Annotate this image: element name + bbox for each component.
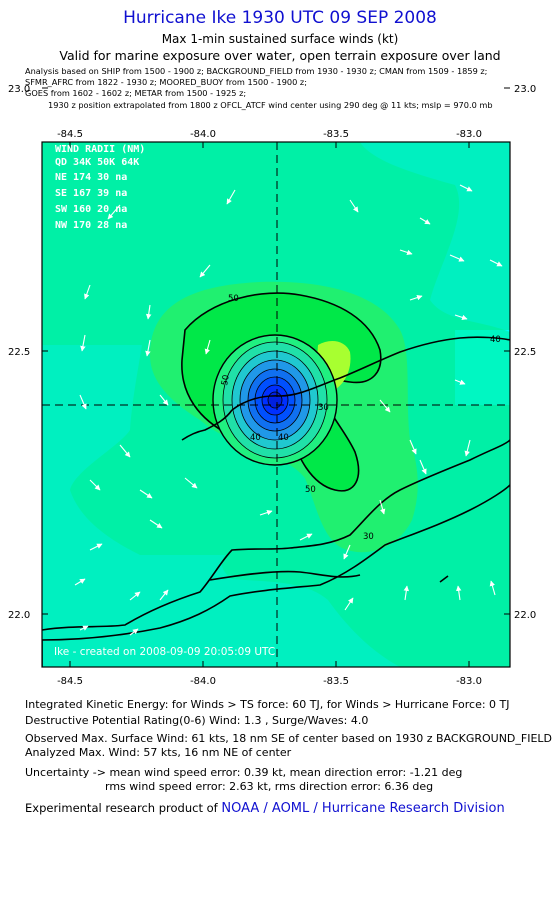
lat-tick-label: 22.5 [514,347,536,358]
wind-vector [344,597,354,611]
lon-tick-label: -84.0 [190,676,216,687]
lon-tick-label: -83.0 [456,676,482,687]
wind-vector [149,519,163,529]
wind-vector [379,399,391,413]
wind-vector [259,509,273,516]
map-title: Hurricane Ike 1930 UTC 09 SEP 2008 [123,8,437,28]
analyzed-max-line: Analyzed Max. Wind: 57 kts, 16 nm NE of … [25,746,292,759]
coastline [42,336,510,667]
wind-vector [454,314,468,321]
lon-tick-label: -83.5 [323,676,349,687]
wind-radii-columns: QD 34K 50K 64K [55,157,139,168]
wind-vector [399,249,413,256]
lon-tick-label: -84.5 [57,676,83,687]
wind-vector [89,543,103,551]
ike-line: Integrated Kinetic Energy: for Winds > T… [25,698,510,711]
wind-radii-row: SE 167 39 na [55,188,127,199]
wind-vector [343,544,351,560]
wind-vector [299,533,313,541]
lat-tick-label: 22.0 [514,610,536,621]
contour-label: 40 [278,433,289,443]
exposure-note: Valid for marine exposure over water, op… [59,48,501,63]
wind-vector [119,444,131,458]
analysis-line-3: GOES from 1602 - 1602 z; METAR from 1500… [25,88,247,98]
wind-vector [379,499,386,515]
wind-vector [226,189,236,205]
wind-vector [129,591,141,601]
product-line: Experimental research product of NOAA / … [25,801,505,816]
wind-vector [89,479,101,491]
wind-vector [349,199,359,213]
wind-vector [129,628,139,636]
lat-tick-label: 22.5 [8,347,30,358]
contour-label: 50 [220,374,232,386]
center-crosshair [42,142,510,667]
wind-vector [184,477,198,489]
observed-max-line: Observed Max. Surface Wind: 61 kts, 18 n… [25,732,553,745]
uncertainty-line-2: rms wind speed error: 2.63 kt, rms direc… [105,780,434,793]
wind-radii-row: SW 160 20 na [55,204,127,215]
wind-vector [489,259,503,267]
analysis-line-4: 1930 z position extrapolated from 1800 z… [48,100,493,110]
wind-vector [159,589,169,601]
wind-vector [145,304,152,320]
uncertainty-line-1: Uncertainty -> mean wind speed error: 0.… [25,766,463,779]
contour-label: 50 [228,294,239,304]
wind-vector [84,284,91,300]
wind-vector [409,294,423,301]
wind-vector [79,394,87,410]
lon-tick-label: -83.5 [323,129,349,140]
wind-vector [409,439,417,455]
wind-vector [199,264,211,278]
core-contours [212,334,338,466]
wind-vector [79,625,89,631]
wind-map: -84.5 -84.5 -84.0 -84.0 -83.5 -83.5 -83.0 -83.0… [8,84,536,687]
lat-tick-label: 23.0 [8,84,30,95]
lon-tick-label: -84.0 [190,129,216,140]
wind-vector [145,339,151,357]
lat-tick-label: 23.0 [514,84,536,95]
hrd-link[interactable]: NOAA / AOML / Hurricane Research Divisio… [221,801,505,816]
wind-vector [454,379,466,385]
wind-vector [464,439,471,457]
lat-tick-label: 22.0 [8,610,30,621]
contour-label: 40 [490,335,501,345]
wind-vector [107,204,121,220]
axis-ticks: -84.5 -84.5 -84.0 -84.0 -83.5 -83.5 -83.0 -83.0… [8,84,536,687]
wind-vector [80,334,86,352]
wind-radii-row: NE 174 30 na [55,172,127,183]
map-subtitle: Max 1-min sustained surface winds (kt) [161,32,399,46]
lon-tick-label: -84.5 [57,129,83,140]
wind-vector [489,580,496,596]
lon-tick-label: -83.0 [456,129,482,140]
wind-vector [459,184,473,192]
wind-radii-table: WIND RADII (NM) QD 34K 50K 64K NE 174 30… [55,144,145,231]
contour-label: 50 [305,485,316,495]
wind-vector [139,489,153,499]
contour-label: 30 [363,532,374,542]
contour-label: 30 [318,403,329,413]
credit-line: Ike - created on 2008-09-09 20:05:09 UTC [54,646,275,658]
wind-radii-row: NW 170 28 na [55,220,127,231]
product-prefix: Experimental research product of [25,801,218,815]
analysis-line-1: Analysis based on SHIP from 1500 - 1900 … [25,66,488,76]
wind-vectors [74,184,503,636]
wind-radii-header: WIND RADII (NM) [55,144,145,155]
wind-vector [204,339,211,355]
wind-vector [159,394,169,406]
wind-vector [403,585,410,601]
analysis-line-2: SFMR_AFRC from 1822 - 1930 z; MOORED_BUO… [25,77,307,87]
dpr-line: Destructive Potential Rating(0-6) Wind: … [25,714,369,727]
wind-vector [419,459,427,475]
contour-label: 40 [250,433,261,443]
wind-vector [455,585,462,601]
wind-vector [419,217,431,225]
wind-vector [449,254,465,262]
wind-vector [74,578,86,586]
